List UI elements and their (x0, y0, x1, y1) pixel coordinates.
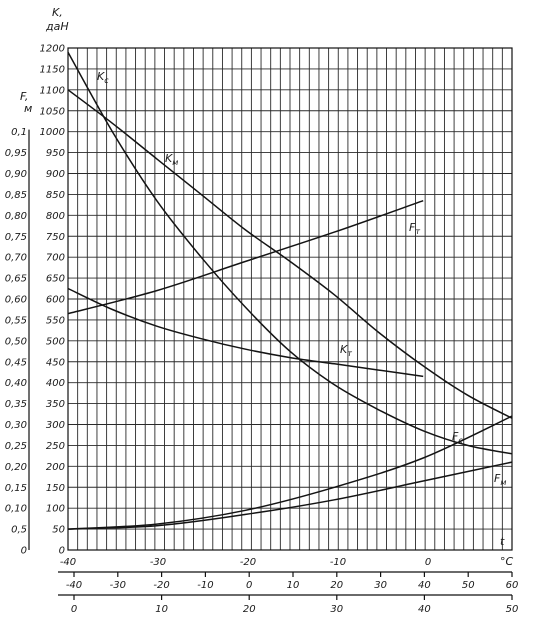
f-tick-label: 0,80 (5, 211, 27, 222)
f-axis-title: F, (20, 90, 28, 103)
x-tick-label-t3: 20 (243, 604, 256, 615)
x-tick-label-t3: 0 (71, 604, 77, 615)
x-tick-label-t3: 50 (506, 604, 519, 615)
x-tick-label-t2: 30 (374, 580, 387, 591)
f-tick-label: 0,15 (5, 483, 27, 494)
k-tick-label: 250 (46, 441, 65, 452)
x-tick-label-t2: -10 (197, 580, 213, 591)
k-axis-unit: даН (45, 20, 69, 33)
k-tick-label: 50 (52, 525, 65, 536)
f-tick-label: 0,45 (5, 357, 27, 368)
k-tick-label: 550 (46, 315, 65, 326)
k-tick-label: 800 (46, 211, 65, 222)
k-tick-label: 700 (46, 253, 65, 264)
x-tick-label-t1: -30 (150, 557, 166, 568)
f-tick-label: 0,35 (5, 399, 27, 410)
x-axis-ticks: -40 -30 -20 -10 0 -40 -30 -20 -10 0 10 20 30 40 50 60 0 1… (58, 557, 518, 615)
series-label-F_м: Fм (494, 472, 506, 487)
k-tick-label: 300 (46, 420, 65, 431)
f-tick-label: 0,55 (5, 315, 27, 326)
x-tick-label-t2: 0 (246, 580, 252, 591)
k-axis-title: K, (52, 6, 63, 19)
f-axis-unit: м (24, 102, 32, 115)
f-tick-label: 0,50 (5, 336, 27, 347)
k-tick-label: 1050 (40, 106, 65, 117)
f-tick-label: 0,85 (5, 190, 27, 201)
series-label-F_т: Fт (409, 221, 420, 236)
series-line-K_м (67, 89, 513, 419)
f-tick-label: 0,95 (5, 148, 27, 159)
x-tick-label-t1: -20 (240, 557, 256, 568)
series-label-K_т: Kт (340, 343, 352, 358)
x-tick-label-t2: 60 (506, 580, 519, 591)
k-tick-label: 0 (59, 546, 65, 557)
series-label-K_м: Kм (165, 152, 178, 167)
x-axis-unit: °C (500, 555, 514, 568)
f-tick-label: 0,40 (5, 378, 27, 389)
k-tick-label: 1000 (40, 127, 65, 138)
k-tick-label: 900 (46, 169, 65, 180)
f-tick-label: 0,90 (5, 169, 27, 180)
x-tick-label-t2: 10 (287, 580, 300, 591)
f-tick-label: 0,70 (5, 253, 27, 264)
k-tick-label: 450 (46, 357, 65, 368)
series-line-F_т (67, 199, 424, 315)
grid (67, 47, 513, 551)
series-line-K_c (67, 51, 513, 455)
x-tick-label-t2: 20 (330, 580, 343, 591)
k-tick-label: 1100 (40, 85, 65, 96)
k-tick-label: 750 (46, 232, 65, 243)
plot-frame (67, 47, 513, 551)
x-tick-label-t1: -40 (60, 557, 76, 568)
x-tick-label-t1: 0 (425, 557, 431, 568)
f-tick-label: 0,5 (11, 525, 27, 536)
x-tick-label-t2: 50 (462, 580, 475, 591)
series-label-F_c: Fc (452, 430, 463, 445)
series-line-F_c (67, 415, 513, 530)
x-tick-label-t2: -20 (153, 580, 169, 591)
f-tick-label: 0,65 (5, 274, 27, 285)
k-tick-label: 650 (46, 274, 65, 285)
k-tick-label: 600 (46, 295, 65, 306)
f-tick-label: 0,10 (5, 504, 27, 515)
k-tick-label: 200 (46, 462, 65, 473)
series-label-K_c: Kc (97, 70, 109, 85)
f-tick-label: 0,30 (5, 420, 27, 431)
x-axis-title: t (500, 535, 505, 548)
series-line-F_м (67, 461, 513, 530)
k-tick-label: 400 (46, 378, 65, 389)
x-tick-label-t3: 30 (330, 604, 343, 615)
f-tick-label: 0 (21, 546, 27, 557)
x-tick-label-t2: -30 (110, 580, 126, 591)
curves (67, 51, 513, 530)
k-tick-label: 1200 (40, 44, 65, 55)
f-tick-label: 0,60 (5, 295, 27, 306)
k-tick-label: 950 (46, 148, 65, 159)
k-tick-label: 350 (46, 399, 65, 410)
x-tick-label-t2: -40 (66, 580, 82, 591)
f-tick-label: 0,1 (11, 127, 27, 138)
x-tick-label-t2: 40 (418, 580, 431, 591)
k-tick-label: 100 (46, 504, 65, 515)
series-line-K_т (67, 287, 424, 378)
x-tick-label-t1: -10 (330, 557, 346, 568)
k-tick-label: 150 (46, 483, 65, 494)
k-tick-label: 1150 (40, 64, 65, 75)
f-tick-label: 0,25 (5, 441, 27, 452)
f-tick-label: 0,20 (5, 462, 27, 473)
f-tick-label: 0,75 (5, 232, 27, 243)
k-tick-label: 500 (46, 336, 65, 347)
y-axis-ticks: 1200115011001050100095090085080075070065… (5, 44, 65, 557)
k-tick-label: 850 (46, 190, 65, 201)
x-tick-label-t3: 40 (418, 604, 431, 615)
x-tick-label-t3: 10 (155, 604, 168, 615)
